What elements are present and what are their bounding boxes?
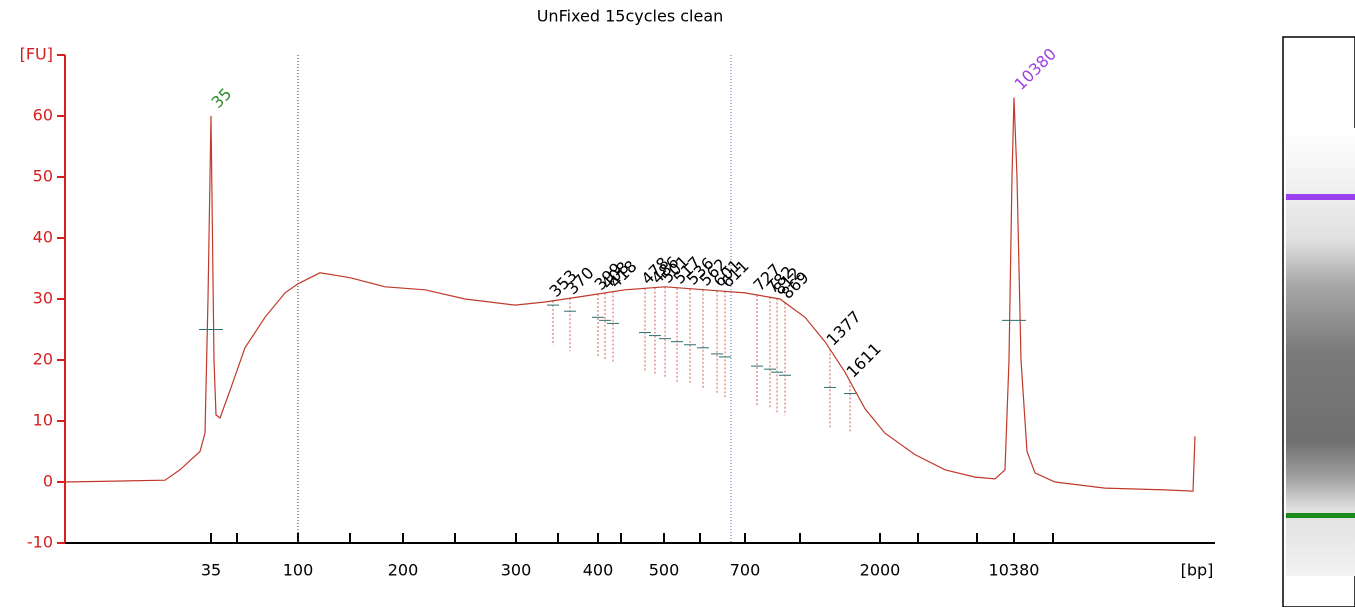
- x-tick-label: 100: [283, 561, 314, 580]
- y-tick-label: 40: [33, 228, 53, 247]
- x-tick-label: 200: [388, 561, 419, 580]
- x-unit-label: [bp]: [1181, 561, 1214, 580]
- x-tick-label: 700: [730, 561, 761, 580]
- y-tick-label: -10: [27, 533, 53, 552]
- x-tick-label: 10380: [989, 561, 1040, 580]
- y-tick-label: 20: [33, 350, 53, 369]
- trace-line: [64, 97, 1196, 492]
- y-tick-label: 60: [33, 106, 53, 125]
- y-tick-label: 50: [33, 167, 53, 186]
- gel-lane: [1282, 36, 1355, 608]
- y-tick-label: 0: [43, 472, 53, 491]
- peak-label: 1611: [843, 339, 885, 381]
- x-tick-label: 300: [501, 561, 532, 580]
- chart-title: UnFixed 15cycles clean: [537, 7, 724, 26]
- y-tick-label: 30: [33, 289, 53, 308]
- marker-label: 35: [208, 84, 236, 112]
- x-tick-label: 2000: [860, 561, 901, 580]
- peak-label: 1377: [823, 307, 865, 349]
- marker-label: 10380: [1011, 44, 1060, 93]
- y-tick-label: 10: [33, 411, 53, 430]
- x-tick-label: 500: [649, 561, 680, 580]
- x-tick-label: 35: [201, 561, 221, 580]
- y-tick-label: [FU]: [20, 45, 53, 64]
- x-tick-label: 400: [583, 561, 614, 580]
